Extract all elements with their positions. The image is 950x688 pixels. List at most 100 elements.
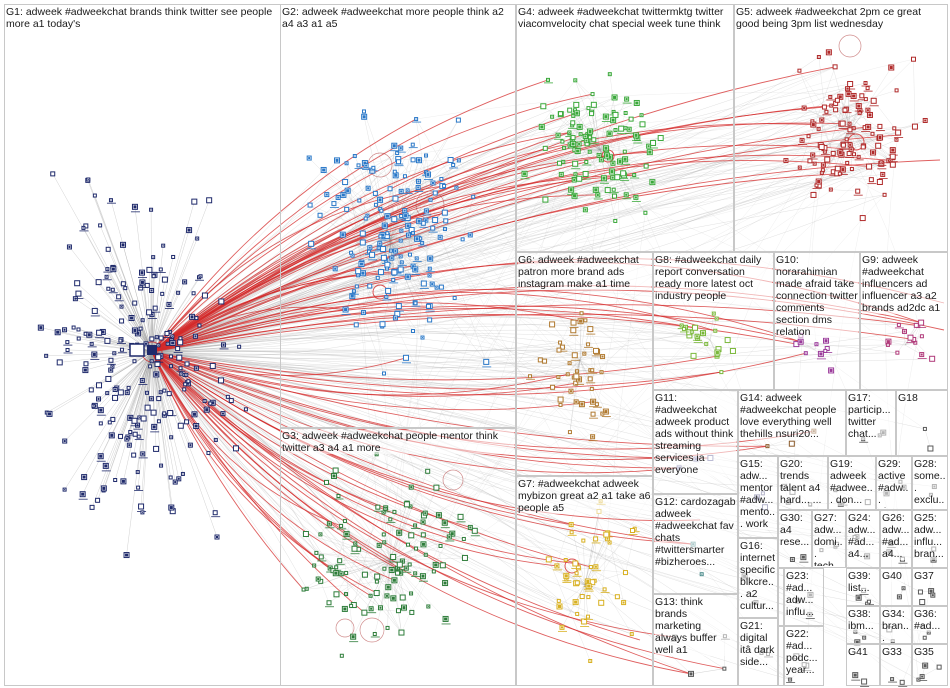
node [823,348,828,353]
node-fill [575,111,579,115]
node-fill [417,186,420,189]
node [398,629,405,636]
node [131,417,138,424]
edge [416,237,441,259]
node [395,151,400,156]
node [907,334,914,341]
node [374,579,379,584]
node-fill [91,343,93,345]
node [590,92,595,97]
node-fill [397,531,401,535]
node-fill [313,565,315,567]
node-fill [370,607,373,610]
node-fill [886,340,890,344]
edge [833,153,885,196]
group-label-g37: G37 [914,570,946,582]
edge [395,80,576,319]
node [432,190,438,196]
node [208,401,213,406]
edge [120,351,153,393]
node [622,149,627,154]
edge [151,304,170,353]
edge-highlight [151,351,722,390]
edge [462,196,474,240]
edge [824,59,914,149]
node-fill [820,119,823,122]
node [381,532,386,537]
edge [552,324,718,353]
node [855,188,861,194]
node [361,609,368,616]
node-fill [68,245,71,248]
node [567,107,573,113]
node [570,327,577,334]
edge [151,351,572,533]
node [380,246,387,253]
node-fill [185,374,187,376]
node-fill [578,142,581,145]
node-fill [628,128,631,131]
node-fill [367,187,370,190]
edge [347,190,578,583]
node-fill [425,554,427,556]
edge [578,567,626,573]
node-fill [557,134,560,137]
edge [94,351,153,407]
edge [151,113,578,353]
edge [358,549,402,633]
node [833,107,839,113]
node-fill [421,337,423,339]
node [587,326,594,333]
edge [151,351,901,482]
node-fill [125,437,128,440]
node [630,527,636,533]
node [314,550,319,555]
node [455,117,461,123]
node [105,375,112,382]
node [876,178,883,185]
node-fill [801,555,805,559]
edge-highlight [151,351,304,590]
node [433,484,440,491]
node [863,97,868,102]
node-fill [557,376,559,378]
node [557,396,564,403]
node [556,160,562,166]
edge [924,428,931,449]
group-label-g33: G33 [882,646,910,658]
node-fill [417,158,421,162]
edge [411,353,585,613]
edge [584,534,607,586]
node-fill [113,352,115,354]
node-fill [560,626,563,629]
edge-highlight [151,351,694,545]
node-fill [174,481,177,484]
node-fill [929,589,933,593]
edge [799,66,836,168]
node [201,292,208,299]
group-label-g13: G13: think brands marketing always buffe… [655,596,736,656]
edge [561,584,586,628]
node-fill [64,489,66,491]
node [126,385,131,390]
edge [599,118,632,151]
group-label-g4: G4: adweek #adweekchat twittermktg twitt… [518,6,732,30]
node-fill [415,237,419,241]
edge [821,129,851,173]
edge [416,92,862,120]
edge-highlight [151,126,869,353]
node-fill [417,219,421,223]
edge [397,568,446,620]
node-fill [87,333,91,337]
edge [151,351,560,607]
edge [151,112,860,353]
group-label-g2: G2: adweek #adweekchat more people think… [282,6,514,30]
node-fill [923,664,927,668]
node-fill [337,196,340,199]
node-fill [141,452,144,455]
group-label-g20: G20: trends talent a4 hard... ... [780,458,826,506]
node [587,135,592,140]
node [396,561,403,568]
edge [849,105,859,131]
edge [849,126,915,131]
